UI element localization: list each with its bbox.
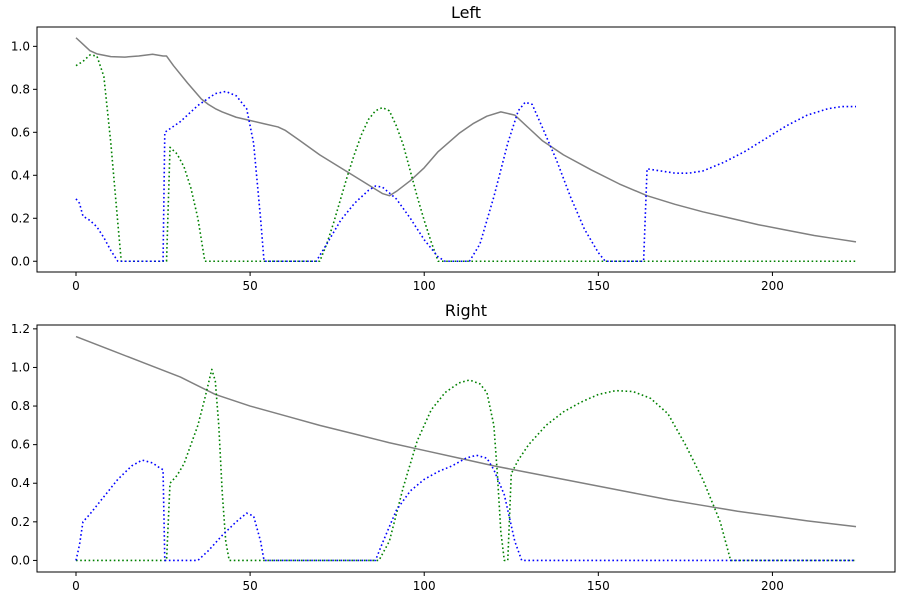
x-tick-label: 0 (72, 579, 80, 593)
axes-frame (36, 324, 896, 573)
chart-title: Left (451, 3, 481, 22)
y-tick-label: 0.8 (11, 82, 30, 96)
x-tick-label: 50 (242, 279, 257, 293)
y-tick-label: 1.2 (11, 322, 30, 336)
y-tick-label: 0.2 (11, 211, 30, 225)
bottom-chart-panel: 0 50 100 150 200 0.0 0.2 0.4 0.6 0.8 1.0 1.2 Right (11, 301, 896, 593)
y-tick-label: 0.2 (11, 515, 30, 529)
y-tick-label: 0.6 (11, 125, 30, 139)
y-tick-label: 0.0 (11, 254, 30, 268)
series-line-0 (75, 37, 857, 243)
x-tick-label: 200 (761, 579, 784, 593)
x-tick-label: 150 (587, 279, 610, 293)
x-tick-label: 50 (242, 579, 257, 593)
y-tick-label: 0.4 (11, 476, 30, 490)
x-tick-label: 100 (413, 579, 436, 593)
y-tick-label: 0.8 (11, 399, 30, 413)
series-group (75, 335, 857, 562)
y-tick-label: 0.6 (11, 438, 30, 452)
y-tick-label: 1.0 (11, 39, 30, 53)
y-tick-label: 0.4 (11, 168, 30, 182)
x-tick-label: 0 (72, 279, 80, 293)
x-tick-label: 150 (587, 579, 610, 593)
y-tick-label: 0.0 (11, 553, 30, 567)
series-group (75, 37, 857, 263)
top-chart-panel: 0 50 100 150 200 0.0 0.2 0.4 0.6 0.8 1.0 Left (11, 3, 896, 293)
y-tick-label: 1.0 (11, 360, 30, 374)
axes-frame (36, 26, 896, 273)
series-line-0 (75, 335, 857, 528)
chart-title: Right (445, 301, 487, 320)
series-line-2 (75, 90, 856, 263)
series-line-1 (76, 368, 856, 562)
x-tick-label: 200 (761, 279, 784, 293)
x-tick-label: 100 (413, 279, 436, 293)
